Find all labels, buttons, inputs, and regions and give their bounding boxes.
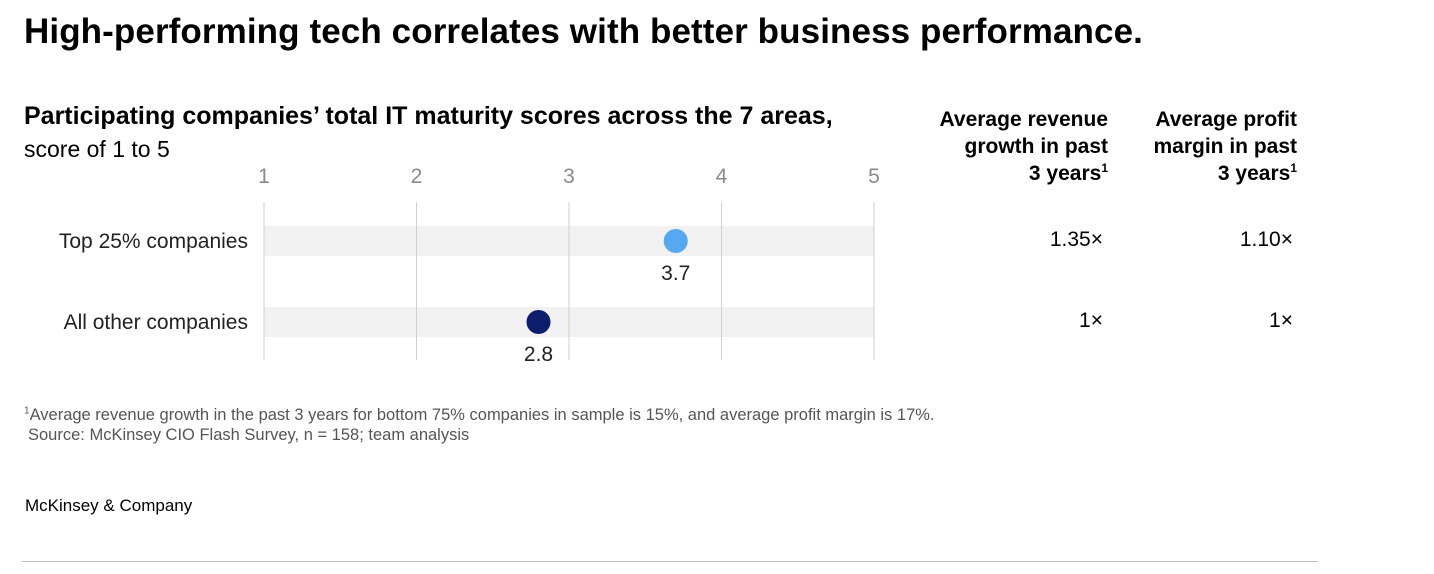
data-point: [663, 229, 688, 253]
maturity-score-chart: 1 2 3 4 5 Top 25% companies 3.7 All other compa…: [59, 165, 880, 366]
chart-title: Participating companies’ total IT maturi…: [24, 102, 833, 130]
profit-value-top25: 1.10×: [1239, 228, 1293, 251]
footnote-text: Average revenue growth in the past 3 yea…: [29, 406, 935, 424]
x-tick-label-1: 1: [258, 165, 270, 188]
data-point: [526, 310, 551, 334]
page-title: High-performing tech correlates with bet…: [24, 12, 1143, 51]
revenue-header-line-3-text: 3 years: [1028, 162, 1102, 185]
x-tick-label-5: 5: [868, 165, 880, 188]
x-tick-label-3: 3: [563, 165, 575, 188]
category-label: All other companies: [64, 311, 248, 334]
footnote-mark: 1: [24, 405, 30, 417]
revenue-column-header: Average revenue growth in past 3 years1: [898, 106, 1108, 187]
footnote: 1Average revenue growth in the past 3 ye…: [24, 404, 935, 426]
revenue-value-others: 1×: [1079, 309, 1103, 332]
profit-header-line-2: margin in past: [1153, 135, 1297, 158]
profit-header-line-3-text: 3 years: [1217, 162, 1291, 185]
x-tick-label-2: 2: [411, 165, 423, 188]
revenue-header-line-2: growth in past: [964, 135, 1109, 158]
profit-column-header: Average profit margin in past 3 years1: [1088, 106, 1297, 187]
profit-header-line-1: Average profit: [1155, 108, 1297, 131]
profit-value-others: 1×: [1269, 309, 1293, 332]
revenue-header-line-1: Average revenue: [939, 108, 1108, 131]
source-note: Source: McKinsey CIO Flash Survey, n = 1…: [28, 426, 470, 444]
data-label: 3.7: [661, 262, 690, 285]
revenue-header-line-3: 3 years1: [898, 160, 1108, 187]
chart-subtitle: score of 1 to 5: [24, 136, 170, 162]
revenue-footnote-mark: 1: [1101, 161, 1108, 175]
category-label: Top 25% companies: [59, 230, 248, 253]
x-tick-label-4: 4: [716, 165, 728, 188]
brand-logo-text: McKinsey & Company: [25, 496, 193, 515]
profit-header-line-3: 3 years1: [1088, 160, 1297, 187]
revenue-value-top25: 1.35×: [1049, 228, 1103, 251]
data-label: 2.8: [524, 343, 553, 366]
bottom-divider: [22, 561, 1318, 562]
profit-footnote-mark: 1: [1290, 161, 1297, 175]
